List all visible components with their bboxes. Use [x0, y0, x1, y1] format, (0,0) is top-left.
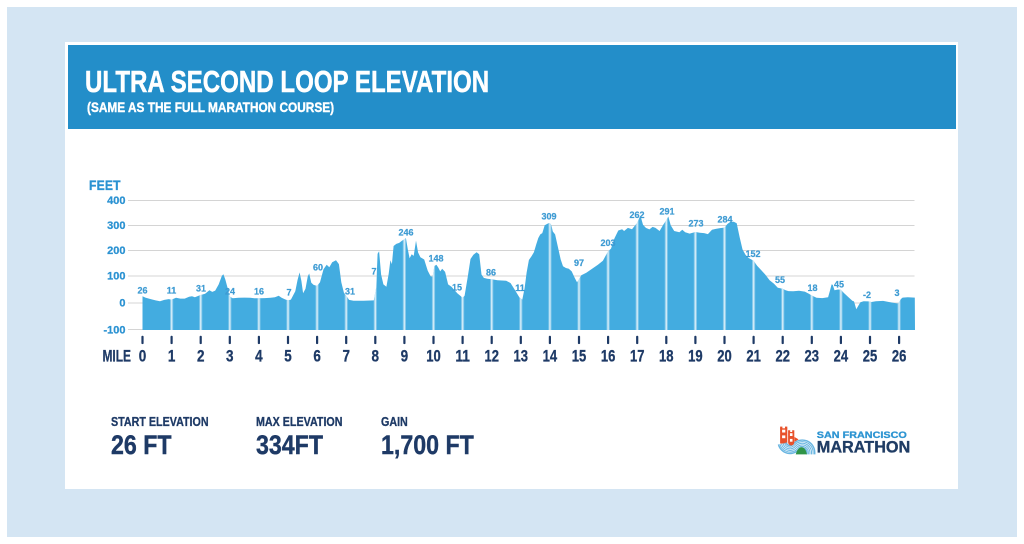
svg-text:26: 26 [137, 285, 147, 295]
svg-text:SAN FRANCISCO: SAN FRANCISCO [817, 430, 907, 441]
svg-text:31: 31 [345, 286, 355, 296]
svg-text:23: 23 [805, 348, 820, 366]
svg-text:55: 55 [775, 275, 785, 285]
svg-text:300: 300 [107, 220, 125, 232]
svg-text:21: 21 [746, 348, 761, 366]
svg-text:8: 8 [372, 348, 380, 366]
svg-text:11: 11 [167, 285, 177, 295]
svg-text:97: 97 [574, 258, 584, 268]
svg-text:148: 148 [428, 253, 443, 263]
svg-text:16: 16 [254, 286, 264, 296]
svg-text:-100: -100 [103, 324, 125, 336]
svg-text:1: 1 [168, 348, 176, 366]
svg-text:22: 22 [775, 348, 790, 366]
svg-text:291: 291 [659, 206, 674, 216]
svg-text:200: 200 [107, 245, 125, 257]
svg-text:15: 15 [452, 282, 462, 292]
svg-text:3: 3 [894, 288, 899, 298]
svg-text:5: 5 [284, 348, 292, 366]
svg-text:0: 0 [119, 298, 125, 310]
svg-text:26: 26 [892, 348, 907, 366]
svg-text:100: 100 [107, 271, 125, 283]
svg-text:6: 6 [313, 348, 321, 366]
svg-text:152: 152 [745, 249, 760, 259]
svg-text:262: 262 [629, 210, 644, 220]
svg-text:17: 17 [630, 348, 645, 366]
svg-text:24: 24 [834, 348, 849, 366]
svg-text:18: 18 [807, 283, 817, 293]
svg-text:0: 0 [139, 348, 147, 366]
svg-text:24: 24 [225, 286, 235, 296]
svg-text:284: 284 [717, 214, 732, 224]
svg-text:20: 20 [717, 348, 732, 366]
svg-text:7: 7 [342, 348, 350, 366]
svg-text:9: 9 [401, 348, 409, 366]
svg-text:11: 11 [515, 283, 525, 293]
svg-text:309: 309 [541, 211, 556, 221]
svg-text:16: 16 [601, 348, 616, 366]
svg-text:10: 10 [426, 348, 441, 366]
svg-text:86: 86 [486, 267, 496, 277]
svg-text:400: 400 [107, 195, 125, 207]
svg-text:4: 4 [255, 348, 263, 366]
svg-text:MILE: MILE [103, 348, 132, 366]
svg-text:45: 45 [834, 279, 844, 289]
svg-text:19: 19 [688, 348, 703, 366]
svg-text:MARATHON: MARATHON [817, 437, 911, 456]
svg-text:18: 18 [659, 348, 674, 366]
svg-text:2: 2 [197, 348, 205, 366]
svg-text:25: 25 [863, 348, 878, 366]
svg-text:7: 7 [286, 287, 291, 297]
svg-text:12: 12 [484, 348, 499, 366]
svg-text:14: 14 [543, 348, 558, 366]
svg-text:3: 3 [226, 348, 234, 366]
svg-text:60: 60 [313, 262, 323, 272]
svg-text:15: 15 [572, 348, 587, 366]
svg-text:31: 31 [196, 283, 206, 293]
svg-text:246: 246 [398, 227, 413, 237]
svg-text:273: 273 [688, 218, 703, 228]
svg-text:13: 13 [514, 348, 529, 366]
svg-text:7: 7 [371, 266, 376, 276]
svg-text:203: 203 [600, 238, 615, 248]
svg-text:11: 11 [455, 348, 470, 366]
svg-text:-2: -2 [863, 290, 871, 300]
